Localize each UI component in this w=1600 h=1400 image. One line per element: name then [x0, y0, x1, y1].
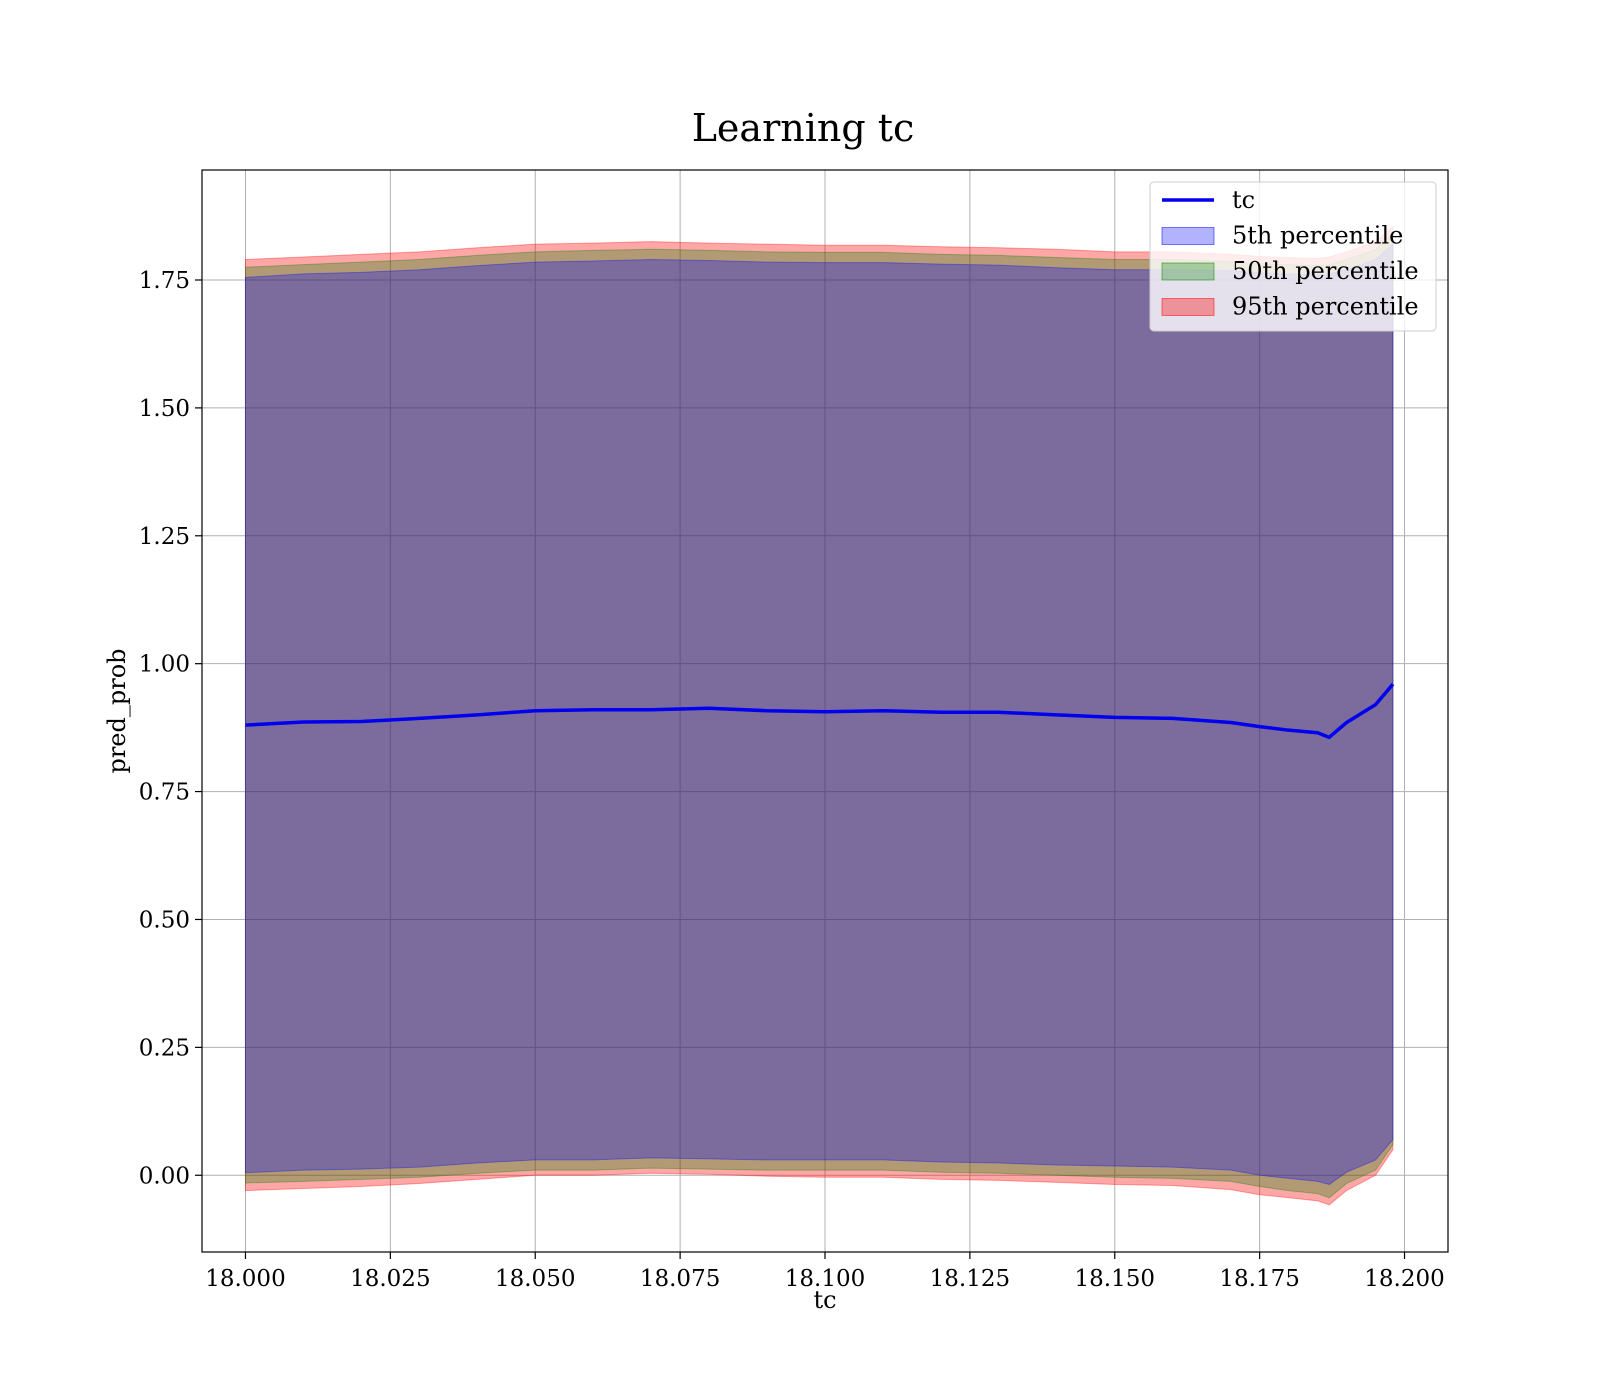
x-tick-label: 18.125: [930, 1266, 1010, 1292]
x-tick-label: 18.150: [1075, 1266, 1155, 1292]
legend-label: 50th percentile: [1232, 257, 1419, 285]
y-tick-label: 0.50: [139, 907, 190, 933]
y-axis-ticks: 0.00 0.25 0.50 0.75 1.00 1.25 1.50 1.75: [139, 268, 202, 1189]
legend-swatch: [1161, 227, 1215, 245]
x-tick-label: 18.200: [1364, 1266, 1444, 1292]
y-tick-label: 0.25: [139, 1035, 190, 1061]
y-tick-label: 0.00: [139, 1163, 190, 1189]
x-tick-label: 18.075: [640, 1266, 720, 1292]
x-tick-label: 18.100: [785, 1266, 865, 1292]
x-tick-label: 18.050: [495, 1266, 575, 1292]
x-axis-label: tc: [813, 1286, 836, 1314]
series-line-tc: [245, 683, 1395, 740]
band-95th-percentile: [244, 225, 1394, 1206]
legend-label: tc: [1232, 186, 1255, 214]
y-tick-label: 1.50: [139, 396, 190, 422]
y-tick-label: 1.75: [139, 268, 190, 294]
x-axis-ticks: 18.000 18.025 18.050 18.075 18.100 18.125 18.1…: [205, 1252, 1445, 1292]
tc-line-layer: [245, 683, 1395, 740]
legend: tc 5th percentile 50th percentile 95th perc…: [1149, 181, 1437, 332]
legend-swatch: [1161, 262, 1215, 281]
y-tick-label: 0.75: [139, 780, 190, 806]
y-axis-label: pred_prob: [103, 648, 131, 773]
grid-lines: [202, 170, 1448, 1252]
band-50th-percentile: [244, 232, 1394, 1199]
percentile-bands: [244, 225, 1394, 1206]
y-tick-label: 1.00: [139, 652, 190, 678]
legend-label: 95th percentile: [1232, 293, 1419, 321]
chart-title: Learning tc: [692, 106, 915, 150]
y-tick-label: 1.25: [139, 524, 190, 550]
legend-label: 5th percentile: [1232, 222, 1403, 250]
band-5th-percentile: [244, 243, 1394, 1186]
x-tick-label: 18.025: [350, 1266, 430, 1292]
legend-swatch: [1161, 298, 1215, 316]
x-tick-label: 18.175: [1219, 1266, 1299, 1292]
x-tick-label: 18.000: [205, 1266, 285, 1292]
legend-box: [1149, 181, 1437, 332]
